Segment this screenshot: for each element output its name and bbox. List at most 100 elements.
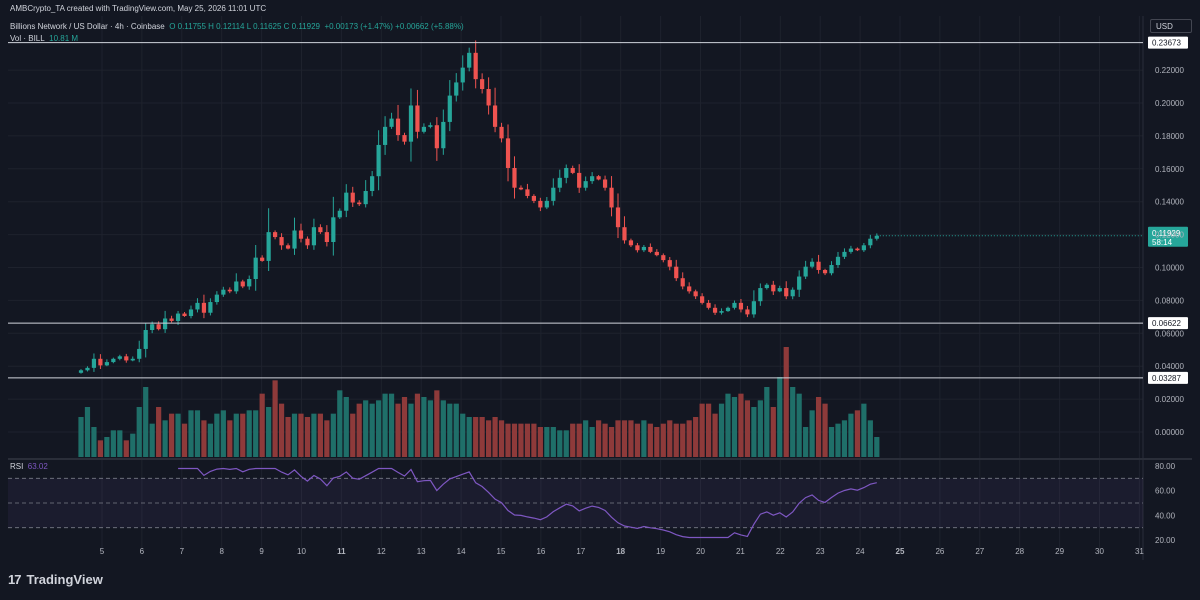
volume-bar [712, 413, 718, 457]
chart-attribution: AMBCrypto_TA created with TradingView.co… [10, 4, 267, 13]
volume-bar [828, 427, 835, 457]
candle [687, 286, 692, 292]
rsi-value: 63.02 [27, 462, 48, 471]
volume-bar [214, 413, 220, 457]
candle [492, 105, 498, 127]
price-tick: 0.04000 [1155, 362, 1184, 371]
volume-bar [557, 430, 563, 457]
volume-bar [298, 413, 304, 457]
candle [531, 195, 536, 201]
volume-bar [647, 423, 653, 457]
volume-bar [401, 397, 408, 457]
candle [350, 192, 355, 203]
candle [428, 125, 433, 127]
symbol-name[interactable]: Billions Network / US Dollar · 4h · Coin… [10, 22, 165, 31]
volume-bar [143, 387, 149, 457]
volume-bar [414, 393, 421, 457]
tradingview-logo[interactable]: 17 TradingView [8, 572, 103, 587]
time-tick: 13 [417, 547, 426, 556]
volume-bar [803, 427, 809, 457]
candle [331, 217, 336, 243]
volume-bar [764, 387, 770, 457]
price-change: +0.00173 (+1.47%) +0.00662 (+5.88%) [324, 22, 464, 31]
volume-bar [421, 397, 427, 457]
volume-bar [835, 423, 841, 457]
current-price-tag [1148, 226, 1188, 247]
candle [305, 238, 310, 246]
price-axis: 0.22000 0.20000 0.18000 0.16000 0.14000 0.120… [1155, 66, 1184, 545]
currency-selector[interactable]: USD [1150, 19, 1192, 33]
candle [382, 126, 388, 145]
volume-bar [673, 423, 679, 457]
volume-bar [524, 423, 531, 457]
candle [201, 302, 207, 313]
volume-bar [97, 440, 104, 457]
candle [609, 187, 614, 208]
time-tick: 29 [1055, 547, 1064, 556]
candle [247, 279, 252, 287]
candle [285, 245, 291, 249]
candle [150, 324, 155, 331]
volume-bar [473, 417, 479, 457]
tradingview-logo-icon: 17 [8, 572, 22, 587]
candle [648, 246, 653, 252]
candle [214, 294, 219, 303]
volume-bar [453, 403, 459, 457]
volume-bar [395, 403, 401, 457]
candle [175, 313, 181, 321]
volume-bar [738, 393, 744, 457]
volume-bar [518, 423, 524, 457]
volume-bar [156, 407, 162, 457]
volume-bar [654, 427, 660, 457]
candle [855, 248, 860, 251]
candle [667, 260, 672, 267]
candle [602, 179, 608, 188]
candle [622, 227, 627, 241]
price-tick: 0.20000 [1155, 99, 1184, 108]
candle [816, 261, 821, 270]
volume-bar [725, 393, 731, 457]
candle [363, 191, 368, 205]
volume-bar [291, 413, 298, 457]
volume-bar [757, 400, 763, 457]
candle [784, 288, 789, 297]
rsi-label[interactable]: RSI [10, 462, 24, 471]
price-tick: 0.00000 [1155, 428, 1184, 437]
volume-label[interactable]: Vol · BILL [10, 34, 45, 43]
candle [395, 118, 401, 136]
volume-bar [492, 417, 498, 457]
candle [370, 176, 375, 192]
time-tick: 17 [576, 547, 585, 556]
volume-bar [570, 423, 576, 457]
candle [557, 177, 562, 188]
candle [486, 89, 491, 106]
time-tick: 5 [100, 547, 105, 556]
price-tick: 0.08000 [1155, 296, 1184, 305]
time-tick: 16 [536, 547, 545, 556]
time-tick: 24 [856, 547, 865, 556]
volume-bar [427, 400, 433, 457]
volume-bar [718, 403, 725, 457]
volume-bar [867, 420, 873, 457]
candle [117, 356, 122, 359]
candle [674, 266, 679, 279]
candle [434, 125, 439, 149]
time-tick: 20 [696, 547, 705, 556]
time-tick: 19 [656, 547, 665, 556]
candle [163, 318, 168, 330]
candle [208, 302, 213, 313]
candle [544, 200, 549, 208]
candle [842, 251, 847, 257]
candle [635, 245, 640, 251]
volume-bar [207, 423, 213, 457]
volume-bar [376, 400, 382, 457]
volume-bar [505, 423, 511, 457]
candle [835, 256, 841, 266]
volume-bar [311, 413, 317, 457]
volume-bar [460, 413, 466, 457]
volume-bar [796, 393, 802, 457]
volume-bar [861, 403, 867, 457]
volume-bar [434, 390, 440, 457]
